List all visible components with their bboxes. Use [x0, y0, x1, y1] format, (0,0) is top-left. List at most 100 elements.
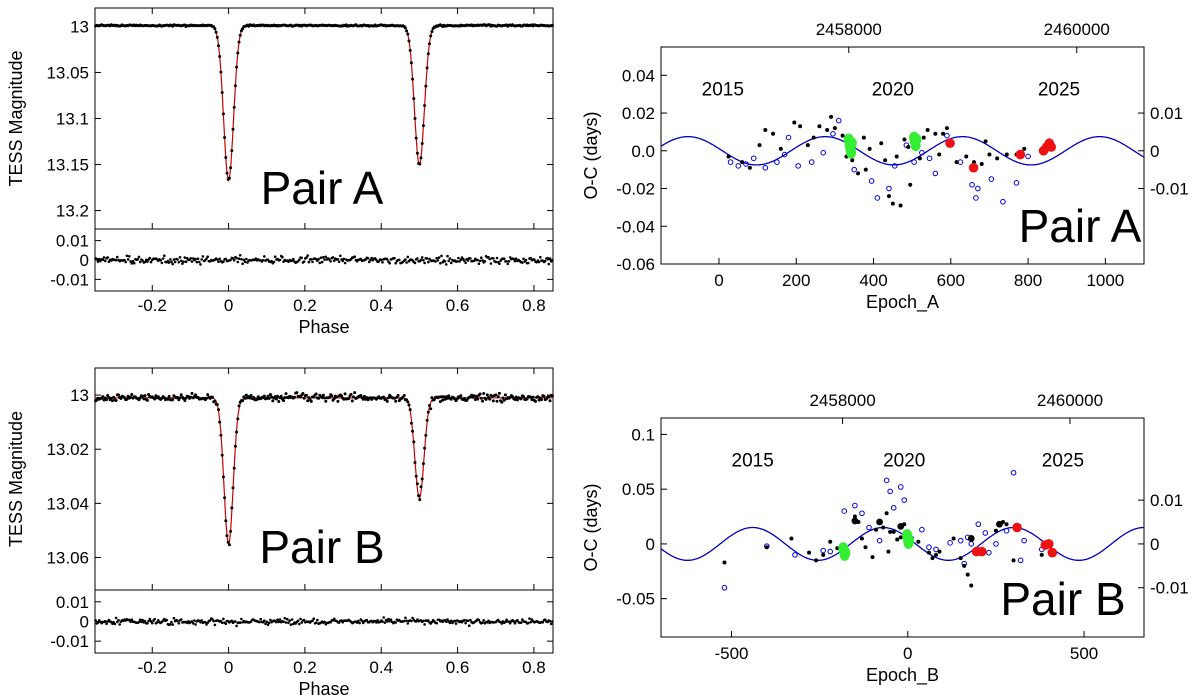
data-point [231, 486, 235, 490]
data-point [241, 399, 245, 403]
black-data-point [832, 126, 837, 131]
black-data-point [995, 156, 1000, 161]
black-data-point [883, 158, 888, 163]
x-tick-label: 0.2 [293, 658, 317, 677]
data-point [305, 393, 308, 397]
red-data-point [1047, 547, 1058, 558]
data-point [117, 393, 120, 397]
residual-point [463, 618, 466, 622]
residual-point [148, 617, 152, 621]
open-data-point [986, 549, 992, 556]
data-point [271, 399, 275, 403]
residual-point [366, 257, 370, 260]
residual-point [323, 620, 326, 624]
residual-point [278, 618, 282, 621]
black-data-point [879, 141, 884, 146]
data-point [476, 397, 480, 401]
residual-point [259, 617, 263, 621]
residual-point [513, 622, 517, 625]
residual-point [394, 621, 398, 624]
data-point [430, 396, 434, 400]
residual-point [383, 621, 387, 624]
residual-point [446, 618, 449, 621]
data-point [194, 393, 198, 397]
data-point [418, 498, 422, 502]
residual-point [222, 260, 225, 263]
residual-point [206, 255, 209, 258]
y-axis-label: O-C (days) [581, 483, 601, 571]
residual-point [178, 255, 182, 259]
residual-point [277, 620, 281, 624]
data-point [226, 540, 230, 544]
residual-point [500, 622, 504, 625]
open-data-point [1017, 557, 1024, 564]
open-data-point [859, 510, 865, 517]
data-point [105, 398, 108, 402]
residual-point [290, 618, 294, 621]
open-data-point [835, 117, 842, 124]
right-axis-tick-label: 0 [1150, 535, 1159, 554]
data-point [125, 397, 129, 401]
y-tick-label: 0.0 [631, 142, 655, 161]
residual-point [267, 621, 271, 625]
data-point [349, 392, 353, 396]
residual-point [319, 256, 323, 260]
residual-point [459, 258, 463, 262]
data-point [220, 91, 224, 94]
residual-point [165, 618, 168, 622]
residual-point [464, 261, 467, 265]
residual-point [114, 616, 118, 620]
data-point [503, 393, 507, 397]
residual-point [273, 255, 277, 258]
residual-point [118, 623, 121, 626]
data-point [438, 400, 442, 404]
data-point [414, 136, 418, 140]
data-point [470, 393, 474, 397]
black-data-point [895, 537, 900, 542]
model-curve [661, 135, 1144, 166]
black-data-point [891, 529, 896, 534]
residual-point [467, 624, 471, 627]
red-data-point [1044, 539, 1054, 549]
data-point [324, 399, 328, 403]
residual-point [236, 260, 240, 264]
black-data-point [1039, 552, 1044, 557]
data-point [415, 151, 419, 155]
residual-point [172, 616, 176, 620]
residual-point [177, 622, 181, 625]
black-data-point [937, 549, 942, 554]
residual-point [381, 620, 384, 623]
residual-point [477, 262, 481, 266]
open-data-point [911, 159, 917, 165]
residual-y-tick-label: 0 [80, 613, 89, 632]
data-point [482, 392, 486, 395]
residual-point [117, 618, 120, 622]
residual-point [292, 257, 295, 261]
residual-point [265, 620, 269, 624]
data-point [309, 399, 313, 403]
residual-point [296, 619, 300, 623]
residual-point [195, 260, 199, 264]
data-point [530, 398, 534, 402]
y-tick-label: 0.02 [622, 104, 655, 123]
open-data-point [727, 159, 734, 165]
data-point [283, 396, 287, 400]
black-data-point [881, 525, 886, 530]
residual-point [445, 620, 448, 623]
residual-point [194, 257, 197, 261]
x-tick-label: 0.8 [522, 296, 546, 315]
data-point [237, 404, 241, 408]
residual-point [125, 254, 129, 258]
residual-point [331, 256, 335, 259]
residual-point [387, 617, 390, 621]
black-data-point [898, 535, 903, 540]
data-point [267, 396, 271, 400]
residual-point [258, 620, 261, 624]
residual-point [183, 256, 187, 259]
black-data-point [898, 203, 903, 208]
data-point [233, 444, 237, 448]
right-axis-tick-label: 0.01 [1150, 104, 1183, 123]
black-data-point [840, 133, 845, 138]
residual-point [448, 257, 452, 260]
